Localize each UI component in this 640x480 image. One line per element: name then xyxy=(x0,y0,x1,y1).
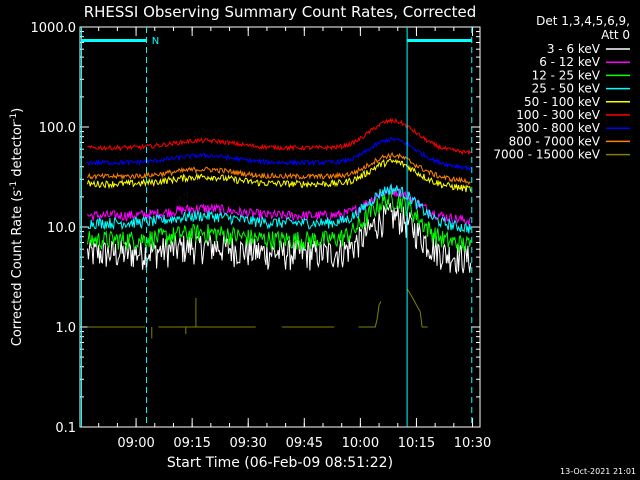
x-tick-label: 10:30 xyxy=(454,436,491,451)
y-tick-label: 10.0 xyxy=(47,221,76,236)
x-tick-label: 10:15 xyxy=(398,436,435,451)
y-tick-label: 1.0 xyxy=(55,321,76,336)
legend-label-3: 25 - 50 keV xyxy=(532,82,601,96)
legend-label-1: 6 - 12 keV xyxy=(539,55,601,69)
y-axis-label-main: Corrected Count Rate (s xyxy=(10,190,25,347)
legend-label-2: 12 - 25 keV xyxy=(532,68,601,82)
x-tick-label: 09:15 xyxy=(173,436,210,451)
y-axis-label-sup1: -1 xyxy=(9,181,19,190)
legend-label-4: 50 - 100 keV xyxy=(524,95,601,109)
legend-label-0: 3 - 6 keV xyxy=(547,42,601,56)
legend-header-line1: Det 1,3,4,5,6,9, xyxy=(536,14,630,28)
y-tick-label: 0.1 xyxy=(55,421,76,436)
legend-label-6: 300 - 800 keV xyxy=(516,121,600,135)
y-tick-label: 100.0 xyxy=(39,121,76,136)
series-line-8-seg4 xyxy=(406,288,428,328)
night-bar-1 xyxy=(407,39,472,42)
timestamp: 13-Oct-2021 21:01 xyxy=(560,467,636,476)
y-axis-label-mid: detector xyxy=(10,121,25,181)
y-axis-label: Corrected Count Rate (s-1 detector-1) xyxy=(9,108,25,346)
legend-label-8: 7000 - 15000 keV xyxy=(493,148,600,162)
chart-title: RHESSI Observing Summary Count Rates, Co… xyxy=(84,3,477,21)
series-line-8-seg3 xyxy=(358,301,382,328)
x-tick-label: 10:00 xyxy=(342,436,379,451)
y-tick-label: 1000.0 xyxy=(31,21,77,36)
legend-header-line2: Att 0 xyxy=(601,28,630,42)
night-bar-0 xyxy=(81,39,147,42)
x-tick-label: 09:30 xyxy=(229,436,266,451)
legend-label-5: 100 - 300 keV xyxy=(516,108,600,122)
flag-label: N xyxy=(152,36,159,47)
plot-area: 1000.0 100.0 10.0 1.0 0.1 09:00 09:15 09:30 09:4… xyxy=(31,21,492,451)
x-tick-label: 09:45 xyxy=(286,436,323,451)
legend-label-7: 800 - 7000 keV xyxy=(509,134,601,148)
x-tick-label: 09:00 xyxy=(117,436,154,451)
x-axis-label: Start Time (06-Feb-09 08:51:22) xyxy=(167,455,393,471)
y-axis-label-end: ) xyxy=(10,108,25,113)
y-axis-label-sup2: -1 xyxy=(9,113,19,122)
